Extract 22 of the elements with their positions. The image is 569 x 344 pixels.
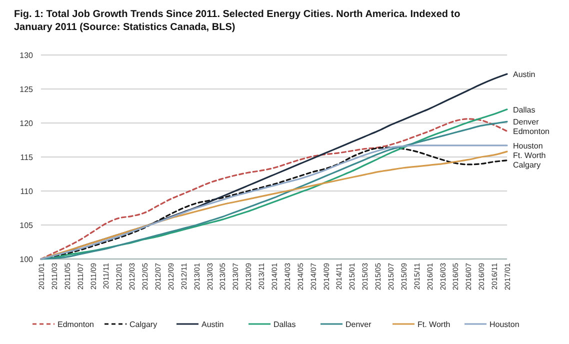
y-tick-label: 105 xyxy=(20,221,34,230)
text: Dallas xyxy=(513,105,536,114)
y-tick-label: 100 xyxy=(20,255,34,264)
text: Edmonton xyxy=(513,127,550,136)
legend-label: Austin xyxy=(202,320,224,329)
y-tick-label: 115 xyxy=(20,153,34,162)
legend-label: Dallas xyxy=(274,320,296,329)
y-tick-label: 110 xyxy=(20,187,34,196)
y-tick-label: 120 xyxy=(20,119,34,128)
y-tick-label: 130 xyxy=(20,51,34,60)
text: Ft. Worth xyxy=(513,150,546,160)
legend-label: Edmonton xyxy=(58,320,94,329)
y-tick-label: 125 xyxy=(20,85,34,94)
legend-label: Denver xyxy=(346,320,372,329)
chart-title: Fig. 1: Total Job Growth Trends Since 2011. Selected Energy Cities. North America. Indexed to January 2011 (Source: Statistics Canada, BLS) xyxy=(14,9,460,33)
text: Houston xyxy=(513,141,543,150)
legend-label: Calgary xyxy=(130,320,158,329)
legend-label: Ft. Worth xyxy=(418,320,450,329)
legend-label: Houston xyxy=(490,320,520,329)
text: Calgary xyxy=(513,160,541,170)
text: Austin xyxy=(513,70,536,80)
text: Denver xyxy=(513,118,539,127)
